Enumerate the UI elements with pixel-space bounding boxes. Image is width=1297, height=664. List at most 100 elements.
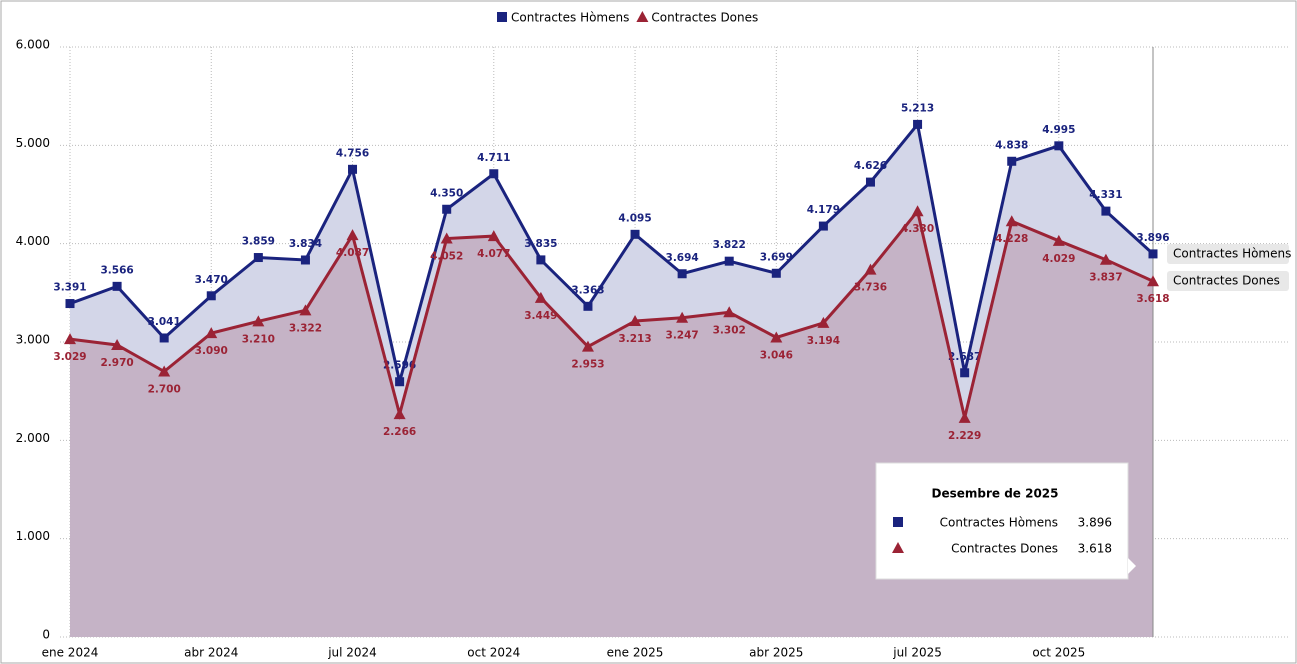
value-label: 3.618 bbox=[1136, 293, 1169, 305]
marker bbox=[864, 263, 877, 275]
legend-label: Contractes Hòmens bbox=[511, 11, 629, 25]
value-label: 2.596 bbox=[383, 360, 416, 372]
marker bbox=[65, 299, 75, 309]
tooltip-value: 3.618 bbox=[1078, 542, 1112, 556]
series-end-label-bg bbox=[1167, 271, 1289, 291]
marker bbox=[581, 340, 594, 352]
value-label: 3.090 bbox=[195, 345, 228, 357]
value-label: 3.041 bbox=[148, 316, 181, 328]
marker bbox=[393, 408, 406, 420]
marker bbox=[1052, 234, 1065, 246]
value-label: 2.970 bbox=[100, 357, 133, 369]
marker bbox=[487, 230, 500, 242]
y-tick-label: 4.000 bbox=[16, 234, 50, 248]
x-tick-label: ene 2025 bbox=[607, 646, 664, 660]
marker bbox=[252, 315, 265, 327]
legend-marker bbox=[636, 11, 649, 22]
value-label: 3.835 bbox=[524, 238, 557, 250]
value-label: 4.029 bbox=[1042, 253, 1075, 265]
marker bbox=[629, 315, 642, 327]
marker bbox=[1148, 249, 1158, 259]
value-label: 3.046 bbox=[760, 349, 793, 361]
value-label: 3.391 bbox=[53, 282, 86, 294]
marker bbox=[677, 269, 687, 279]
tooltip-pointer bbox=[1128, 558, 1136, 574]
y-tick-label: 5.000 bbox=[16, 136, 50, 150]
y-tick-label: 3.000 bbox=[16, 333, 50, 347]
marker bbox=[723, 306, 736, 318]
marker bbox=[865, 177, 875, 187]
marker bbox=[1007, 156, 1017, 166]
value-label: 4.179 bbox=[807, 204, 840, 216]
marker bbox=[159, 333, 169, 343]
tooltip-name: Contractes Dones bbox=[951, 542, 1058, 556]
value-label: 2.687 bbox=[948, 351, 981, 363]
value-label: 4.087 bbox=[336, 247, 369, 259]
marker bbox=[112, 281, 122, 291]
value-label: 4.095 bbox=[618, 212, 651, 224]
value-label: 4.228 bbox=[995, 233, 1028, 245]
marker bbox=[440, 232, 453, 244]
value-label: 3.859 bbox=[242, 236, 275, 248]
value-label: 3.322 bbox=[289, 322, 322, 334]
marker bbox=[1101, 206, 1111, 216]
value-label: 4.626 bbox=[854, 160, 887, 172]
marker bbox=[1054, 141, 1064, 151]
value-label: 4.756 bbox=[336, 147, 369, 159]
marker bbox=[300, 255, 310, 265]
x-tick-label: oct 2025 bbox=[1032, 646, 1085, 660]
x-tick-label: jul 2024 bbox=[327, 646, 377, 660]
marker bbox=[1005, 215, 1018, 227]
y-tick-label: 6.000 bbox=[16, 38, 50, 52]
value-label: 2.953 bbox=[571, 359, 604, 371]
value-label: 3.470 bbox=[195, 274, 228, 286]
value-label: 3.896 bbox=[1136, 232, 1169, 244]
marker bbox=[253, 253, 263, 263]
value-label: 3.736 bbox=[854, 282, 887, 294]
tooltip-box bbox=[875, 462, 1129, 580]
value-label: 3.363 bbox=[571, 284, 604, 296]
tooltip-value: 3.896 bbox=[1078, 516, 1112, 530]
legend-marker bbox=[497, 12, 507, 22]
marker bbox=[1147, 275, 1159, 287]
value-label: 3.699 bbox=[760, 251, 793, 263]
y-tick-label: 1.000 bbox=[16, 529, 50, 543]
value-label: 3.247 bbox=[666, 330, 699, 342]
value-label: 3.210 bbox=[242, 333, 275, 345]
value-label: 3.029 bbox=[53, 351, 86, 363]
series-end-label: Contractes Hòmens bbox=[1173, 247, 1291, 261]
marker bbox=[346, 229, 359, 241]
value-label: 4.995 bbox=[1042, 124, 1075, 136]
series-end-label-bg bbox=[1167, 244, 1289, 264]
marker bbox=[348, 164, 358, 174]
x-tick-label: abr 2025 bbox=[749, 646, 803, 660]
marker bbox=[817, 316, 830, 328]
value-label: 4.077 bbox=[477, 248, 510, 260]
line bbox=[69, 207, 1154, 421]
value-label: 4.838 bbox=[995, 139, 1028, 151]
value-label: 4.331 bbox=[1089, 189, 1122, 201]
marker bbox=[205, 327, 218, 339]
x-tick-label: oct 2024 bbox=[467, 646, 520, 660]
marker bbox=[64, 333, 76, 345]
marker bbox=[911, 205, 924, 217]
value-label: 3.837 bbox=[1089, 272, 1122, 284]
marker bbox=[111, 338, 124, 350]
value-label: 3.449 bbox=[524, 310, 557, 322]
marker bbox=[1099, 253, 1112, 265]
y-tick-label: 2.000 bbox=[16, 431, 50, 445]
tooltip-title: Desembre de 2025 bbox=[931, 487, 1058, 501]
marker bbox=[630, 229, 640, 239]
tooltip-name: Contractes Hòmens bbox=[940, 516, 1058, 530]
x-tick-label: abr 2024 bbox=[184, 646, 238, 660]
marker bbox=[158, 365, 171, 377]
series-end-label: Contractes Dones bbox=[1173, 274, 1280, 288]
marker bbox=[206, 291, 216, 301]
value-label: 3.302 bbox=[713, 324, 746, 336]
value-label: 2.700 bbox=[148, 384, 181, 396]
value-label: 4.711 bbox=[477, 152, 510, 164]
marker bbox=[676, 311, 689, 323]
value-label: 4.330 bbox=[901, 223, 934, 235]
value-label: 3.834 bbox=[289, 238, 322, 250]
